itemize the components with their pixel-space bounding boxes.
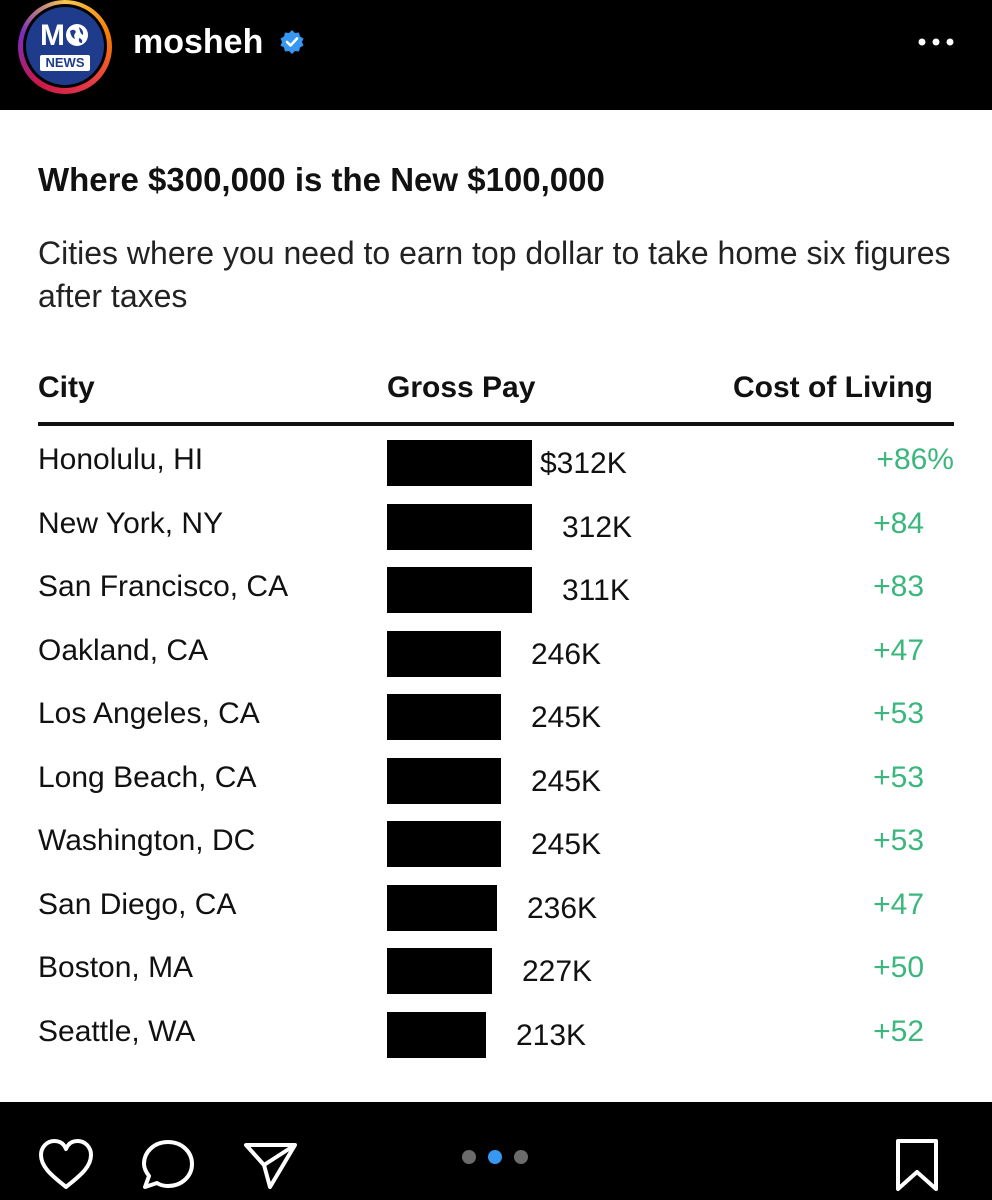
gross-pay-bar	[387, 884, 497, 931]
city-name: Seattle, WA	[38, 1014, 196, 1048]
gross-pay-value: 312K	[562, 510, 633, 544]
table-row: Long Beach, CA 245K +53	[0, 748, 992, 812]
gross-pay-value: 245K	[531, 701, 602, 734]
carousel-dot[interactable]	[462, 1150, 476, 1164]
gross-pay-value: $312K	[540, 447, 627, 480]
gross-pay-bar	[387, 694, 501, 740]
bookmark-icon[interactable]	[892, 1137, 942, 1195]
verified-badge-icon	[280, 30, 304, 54]
chart-subtitle: Cities where you need to earn top dollar…	[38, 235, 951, 314]
table-body: Honolulu, HI $312K +86% New York, NY 312K +84…	[0, 430, 992, 1065]
gross-pay-value: 311K	[562, 574, 630, 607]
table-row: San Diego, CA 236K +47	[0, 875, 992, 939]
gross-pay-bar	[387, 503, 532, 550]
avatar-logo-text: M	[26, 21, 104, 51]
globe-icon	[66, 24, 88, 46]
cost-of-living-value: +47	[873, 887, 924, 921]
table-row: New York, NY 312K +84	[0, 494, 992, 558]
city-name: San Diego, CA	[38, 887, 237, 921]
send-icon[interactable]	[240, 1137, 300, 1193]
city-name: New York, NY	[38, 506, 224, 540]
cost-of-living-value: +52	[873, 1014, 924, 1048]
table-row: Washington, DC 245K +53	[0, 811, 992, 875]
chart-title: Where $300,000 is the New $100,000	[38, 161, 605, 198]
city-name: Long Beach, CA	[38, 760, 257, 794]
heart-icon[interactable]	[36, 1137, 96, 1193]
post-header: M NEWS mosheh	[0, 0, 992, 110]
header-rule	[38, 422, 954, 426]
gross-pay-bar	[387, 948, 492, 994]
column-header-cost-of-living: Cost of Living	[733, 371, 933, 404]
carousel-dot-active[interactable]	[488, 1150, 502, 1164]
cost-of-living-value: +53	[873, 697, 924, 730]
gross-pay-bar	[387, 440, 532, 486]
city-name: Boston, MA	[38, 951, 194, 984]
cost-of-living-value: +83	[873, 570, 924, 603]
carousel-indicator[interactable]	[462, 1150, 532, 1166]
gross-pay-bar	[387, 567, 532, 613]
gross-pay-bar	[387, 1011, 486, 1058]
table-row: Oakland, CA 246K +47	[0, 621, 992, 685]
gross-pay-bar	[387, 757, 501, 804]
city-name: Los Angeles, CA	[38, 697, 260, 730]
gross-pay-bar	[387, 821, 501, 867]
cost-of-living-value: +53	[873, 824, 924, 857]
username[interactable]: mosheh	[133, 23, 264, 61]
comment-icon[interactable]	[139, 1137, 197, 1193]
gross-pay-bar	[387, 630, 501, 677]
carousel-dot[interactable]	[514, 1150, 528, 1164]
column-header-city: City	[38, 371, 95, 404]
gross-pay-value: 245K	[531, 828, 602, 861]
gross-pay-value: 213K	[516, 1018, 587, 1052]
table-row: Boston, MA 227K +50	[0, 938, 992, 1002]
table-row: San Francisco, CA 311K +83	[0, 557, 992, 621]
gross-pay-value: 236K	[527, 891, 598, 925]
cost-of-living-value: +50	[873, 951, 924, 984]
more-options-icon[interactable]	[912, 22, 960, 62]
cost-of-living-value: +47	[873, 633, 924, 667]
gross-pay-value: 246K	[531, 637, 602, 671]
gross-pay-value: 245K	[531, 764, 602, 798]
avatar-news-label: NEWS	[40, 55, 90, 71]
cost-of-living-value: +53	[873, 760, 924, 794]
table-row: Honolulu, HI $312K +86%	[0, 430, 992, 494]
post-image: Where $300,000 is the New $100,000 Citie…	[0, 110, 992, 1102]
table-row: Seattle, WA 213K +52	[0, 1002, 992, 1066]
city-name: Oakland, CA	[38, 633, 209, 667]
city-name: San Francisco, CA	[38, 570, 289, 603]
gross-pay-value: 227K	[522, 955, 593, 988]
avatar[interactable]: M NEWS	[23, 4, 107, 88]
table-row: Los Angeles, CA 245K +53	[0, 684, 992, 748]
city-name: Honolulu, HI	[38, 443, 204, 476]
city-name: Washington, DC	[38, 824, 256, 857]
column-header-gross-pay: Gross Pay	[387, 371, 536, 404]
cost-of-living-value: +84	[873, 506, 924, 540]
cost-of-living-value: +86%	[876, 443, 954, 476]
